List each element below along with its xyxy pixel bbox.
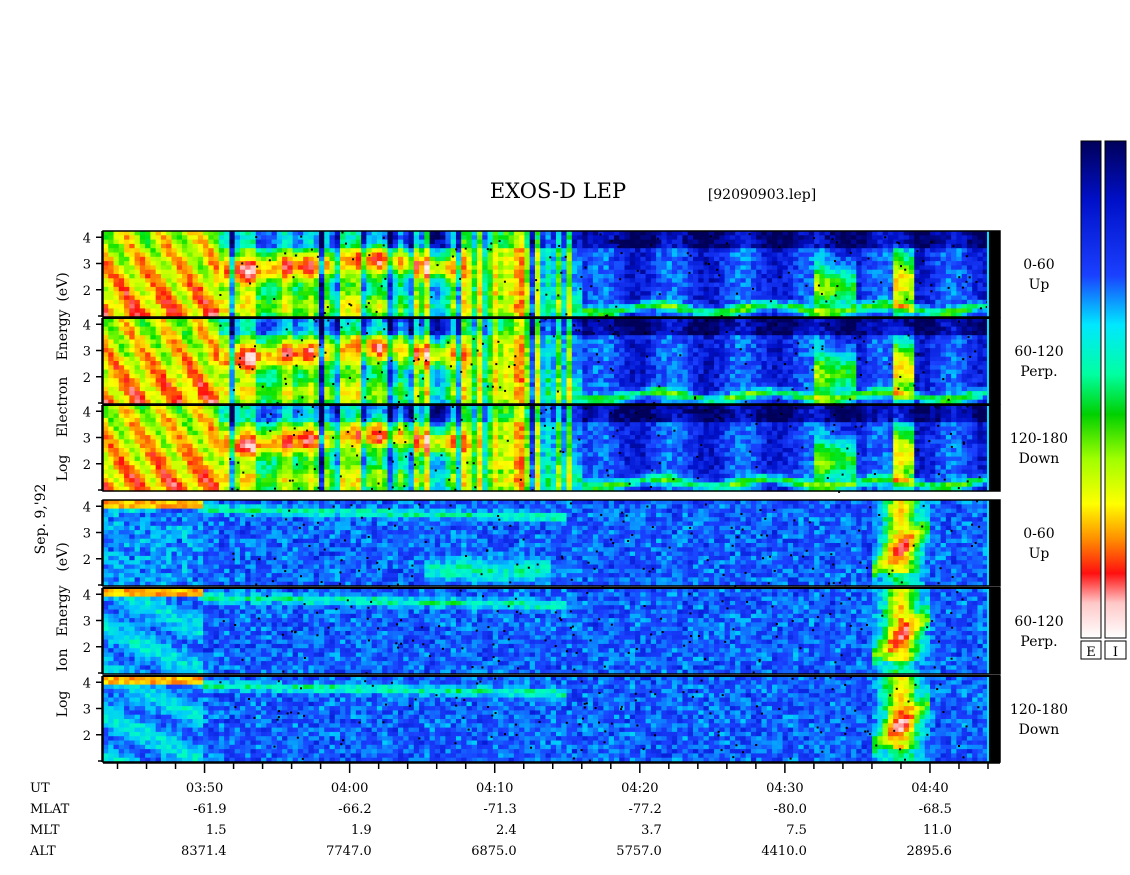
ion-panel-2 [102,587,1001,675]
colorbar-electron-label: E [1086,645,1096,660]
chart-subtitle: [92090903.lep] [708,187,816,203]
ion-panel-1 [102,499,1001,588]
ephemeris-mlt-value: 3.7 [641,823,662,838]
ephemeris-ut-value: 04:00 [331,781,368,796]
spectrogram-panels [102,230,1001,763]
colorbar-electron-label-box [1080,640,1102,660]
electron-axis-label-word-3: Energy [55,309,71,360]
time-axis [103,762,1000,773]
ephemeris-row-label: UT [30,781,50,796]
ion-panel-3 [102,675,1001,763]
ephemeris-mlat-value: -68.5 [919,802,952,817]
ephemeris-alt-value: 7747.0 [326,844,372,859]
pitch-angle-direction-label: Down [1019,451,1060,467]
pitch-angle-direction-label: Perp. [1020,364,1057,380]
pitch-angle-labels: 0-60 Up 60-120 Perp. 120-180 Down 0-60 Up 60-120… [1010,257,1068,738]
ephemeris-alt-value: 4410.0 [761,844,807,859]
ephemeris-ut-value: 04:40 [911,781,948,796]
ephemeris-mlt-value: 1.9 [351,823,372,838]
pitch-angle-direction-label: Down [1019,722,1060,738]
ephemeris-alt-value: 5757.0 [616,844,662,859]
ephemeris-row-label: MLT [30,823,60,838]
pitch-angle-range-label: 120-180 [1010,702,1068,718]
energy-tick-label: 2 [83,458,91,473]
energy-tick-label: 3 [83,345,91,360]
ephemeris-mlat-value: -66.2 [338,802,371,817]
ephemeris-row-label: ALT [29,844,56,859]
colorbar-ion-label-box [1104,640,1127,660]
colorbars: E I [1080,140,1127,660]
ephemeris-mlt-value: 11.0 [923,823,952,838]
energy-tick-label: 3 [83,703,91,718]
ephemeris-ut-value: 04:30 [766,781,803,796]
colorbar-electron [1080,140,1102,639]
ephemeris-row-label: MLAT [30,802,70,817]
ephemeris-alt-value: 2895.6 [906,844,952,859]
ephemeris-alt-value: 8371.4 [181,844,227,859]
ephemeris-ut-value: 03:50 [186,781,223,796]
ephemeris-mlat-value: -77.2 [628,802,661,817]
energy-tick-label: 4 [83,405,91,420]
chart-title: EXOS-D LEP [490,179,626,203]
energy-tick-label: 2 [83,371,91,386]
ephemeris-mlat-value: -80.0 [774,802,807,817]
electron-axis-label: Log Electron Energy (eV) [55,272,71,481]
energy-tick-label: 4 [83,318,91,333]
energy-tick-label: 2 [83,553,91,568]
energy-tick-label: 3 [83,258,91,273]
energy-axis-2: 2 3 4 [83,318,103,404]
ion-axis-label: Log Ion Energy (eV) [55,542,71,717]
energy-axis-4: 2 3 4 [83,500,103,586]
pitch-angle-range-label: 0-60 [1023,526,1054,542]
energy-axis-3: 2 3 4 [83,405,103,491]
ephemeris-mlt-value: 7.5 [786,823,807,838]
colorbar-ion-label: I [1113,645,1118,660]
electron-axis-label-word-4: (eV) [55,272,71,301]
ephemeris-ut-value: 04:20 [621,781,658,796]
pitch-angle-direction-label: Up [1029,277,1050,293]
ion-axis-label-word-4: (eV) [55,542,71,571]
ion-axis-label-word-1: Log [55,691,71,718]
energy-axis-6: 2 3 4 [83,676,103,762]
energy-tick-label: 3 [83,527,91,542]
energy-tick-label: 2 [83,641,91,656]
pitch-angle-range-label: 120-180 [1010,431,1068,447]
ephemeris-mlat-value: -71.3 [483,802,516,817]
ion-axis-label-word-3: Energy [55,585,71,636]
electron-panel-1 [102,230,1001,319]
pitch-angle-range-label: 60-120 [1014,344,1063,360]
energy-tick-label: 4 [83,231,91,246]
energy-tick-label: 4 [83,588,91,603]
energy-tick-label: 3 [83,432,91,447]
energy-tick-label: 4 [83,500,91,515]
electron-panel-3 [102,404,1001,493]
ephemeris-mlt-value: 1.5 [206,823,227,838]
energy-tick-label: 2 [83,729,91,744]
electron-axis-label-word-1: Log [55,455,71,482]
electron-panel-2 [102,317,1001,406]
energy-axis-1: 2 3 4 [83,231,103,317]
energy-axes: 2 3 4 2 3 4 2 3 4 2 3 4 2 3 4 2 3 4 [83,231,103,762]
pitch-angle-direction-label: Perp. [1020,634,1057,650]
electron-axis-label-word-2: Electron [55,377,71,438]
energy-tick-label: 2 [83,284,91,299]
ephemeris-mlat-value: -61.9 [193,802,226,817]
colorbar-ion [1104,140,1127,639]
energy-tick-label: 3 [83,615,91,630]
ephemeris-alt-value: 6875.0 [471,844,517,859]
date-label: Sep. 9,'92 [33,484,49,555]
ion-axis-label-word-2: Ion [55,649,71,672]
pitch-angle-direction-label: Up [1029,546,1050,562]
energy-axis-5: 2 3 4 [83,588,103,674]
ephemeris-table: UT MLAT MLT ALT 03:50 -61.9 1.5 8371.4 04:00 -66.… [29,781,952,859]
ephemeris-mlt-value: 2.4 [496,823,517,838]
pitch-angle-range-label: 0-60 [1023,257,1054,273]
pitch-angle-range-label: 60-120 [1014,614,1063,630]
energy-tick-label: 4 [83,676,91,691]
ephemeris-ut-value: 04:10 [476,781,513,796]
